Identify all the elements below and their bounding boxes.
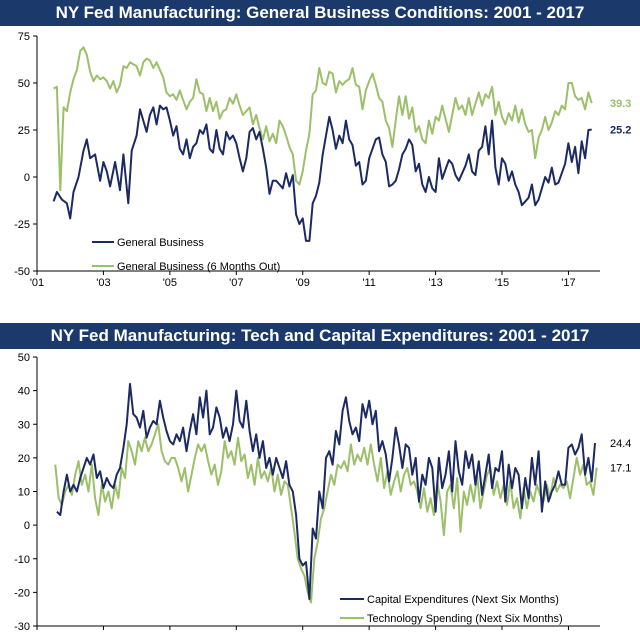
chart-tech-capex: NY Fed Manufacturing: Tech and Capital E… [0,323,640,632]
x-tick-label: '15 [495,277,509,289]
y-tick-label: 75 [18,31,30,43]
y-tick-label: -30 [14,621,30,632]
chart-title-bar: NY Fed Manufacturing: General Business C… [0,0,640,26]
y-tick-label: -50 [14,266,30,278]
series-end-label: 17.1 [610,463,631,475]
y-tick-label: 25 [18,125,30,137]
y-tick-label: 0 [24,520,30,532]
legend-label: General Business (6 Months Out) [117,261,280,273]
x-tick-label: '11 [362,277,376,289]
y-tick-label: 30 [18,419,30,431]
x-tick-label: '03 [96,277,110,289]
series-line-1 [56,382,596,601]
series-line-2 [54,423,598,604]
y-tick-label: -20 [14,587,30,599]
y-tick-label: 10 [18,487,30,499]
x-tick-label: '13 [428,277,442,289]
y-tick-label: 50 [18,78,30,90]
chart-title-bar: NY Fed Manufacturing: Tech and Capital E… [0,323,640,349]
legend-label: General Business [117,237,204,249]
y-tick-label: 0 [24,172,30,184]
chart-plot: 75 50 25 0 -25 -50'01 '03 '05 '07 '09 '11 '13 '15 '17… [14,31,631,289]
legend-label: Technology Spending (Next Six Months) [367,613,563,625]
chart-plot: 50403020100-10-20-30'01'03'05'07'09'11'1… [14,352,631,632]
chart-title: NY Fed Manufacturing: Tech and Capital E… [50,326,590,345]
x-tick-label: '01 [30,277,44,289]
x-tick-label: '17 [561,277,575,289]
y-tick-label: 20 [18,453,30,465]
x-tick-label: '05 [163,277,177,289]
y-tick-label: -25 [14,219,30,231]
y-tick-label: 50 [18,352,30,364]
chart-general-business: NY Fed Manufacturing: General Business C… [0,0,640,305]
x-tick-label: '09 [296,277,310,289]
series-end-label: 25.2 [610,125,631,137]
legend-label: Capital Expenditures (Next Six Months) [367,594,559,606]
y-tick-label: -10 [14,554,30,566]
series-line-2 [53,46,593,192]
y-tick-label: 40 [18,386,30,398]
x-tick-label: '07 [229,277,243,289]
series-end-label: 24.4 [610,438,631,450]
series-line-1 [52,104,592,242]
chart-title: NY Fed Manufacturing: General Business C… [55,3,585,22]
series-end-label: 39.3 [610,98,631,110]
